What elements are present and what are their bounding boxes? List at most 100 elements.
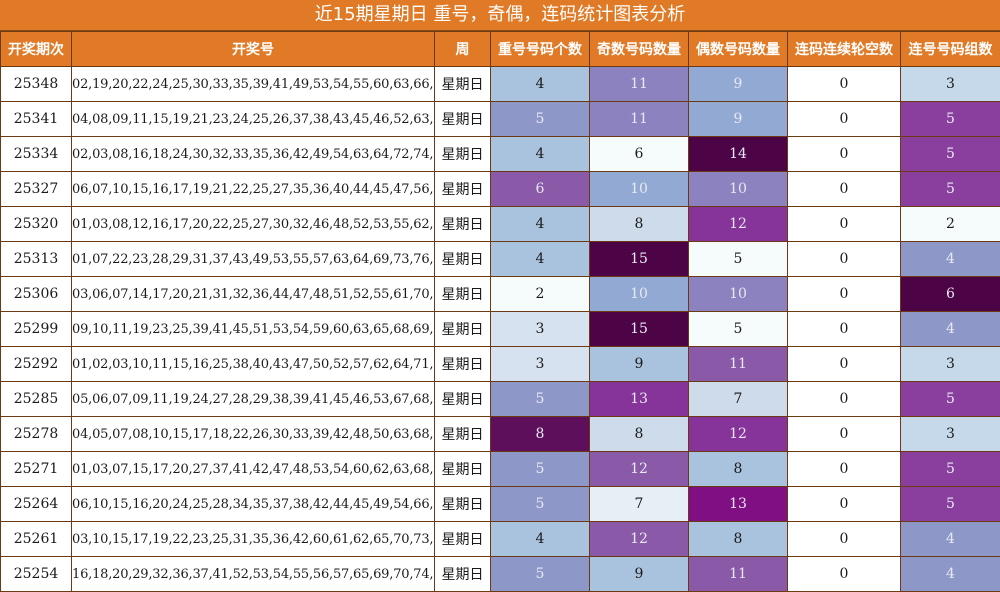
cell-weekday: 星期日 bbox=[435, 207, 491, 242]
cell-weekday: 星期日 bbox=[435, 522, 491, 557]
cell-repeat: 4 bbox=[491, 242, 590, 277]
cell-period: 25264 bbox=[1, 487, 72, 522]
cell-even: 8 bbox=[689, 452, 788, 487]
cell-consec-miss: 0 bbox=[788, 557, 901, 592]
cell-even: 12 bbox=[689, 417, 788, 452]
cell-repeat: 5 bbox=[491, 557, 590, 592]
cell-numbers: 06,10,15,16,20,24,25,28,34,35,37,38,42,4… bbox=[72, 487, 435, 522]
cell-consec-groups: 3 bbox=[901, 67, 1000, 102]
cell-consec-miss: 0 bbox=[788, 242, 901, 277]
cell-odd: 15 bbox=[590, 312, 689, 347]
cell-weekday: 星期日 bbox=[435, 347, 491, 382]
cell-consec-groups: 4 bbox=[901, 312, 1000, 347]
cell-repeat: 3 bbox=[491, 312, 590, 347]
cell-consec-miss: 0 bbox=[788, 522, 901, 557]
cell-repeat: 4 bbox=[491, 137, 590, 172]
cell-even: 10 bbox=[689, 277, 788, 312]
cell-consec-miss: 0 bbox=[788, 452, 901, 487]
cell-consec-groups: 2 bbox=[901, 207, 1000, 242]
cell-even: 5 bbox=[689, 312, 788, 347]
cell-period: 25254 bbox=[1, 557, 72, 592]
cell-numbers: 03,06,07,14,17,20,21,31,32,36,44,47,48,5… bbox=[72, 277, 435, 312]
page-title: 近15期星期日 重号，奇偶，连码统计图表分析 bbox=[0, 0, 1000, 31]
cell-odd: 12 bbox=[590, 522, 689, 557]
cell-period: 25278 bbox=[1, 417, 72, 452]
cell-period: 25341 bbox=[1, 102, 72, 137]
cell-period: 25292 bbox=[1, 347, 72, 382]
cell-weekday: 星期日 bbox=[435, 137, 491, 172]
cell-numbers: 04,08,09,11,15,19,21,23,24,25,26,37,38,4… bbox=[72, 102, 435, 137]
cell-even: 12 bbox=[689, 207, 788, 242]
cell-period: 25261 bbox=[1, 522, 72, 557]
cell-even: 11 bbox=[689, 557, 788, 592]
cell-odd: 11 bbox=[590, 102, 689, 137]
cell-repeat: 3 bbox=[491, 347, 590, 382]
cell-repeat: 4 bbox=[491, 207, 590, 242]
cell-consec-miss: 0 bbox=[788, 487, 901, 522]
cell-odd: 10 bbox=[590, 172, 689, 207]
cell-weekday: 星期日 bbox=[435, 487, 491, 522]
cell-consec-miss: 0 bbox=[788, 417, 901, 452]
cell-repeat: 5 bbox=[491, 382, 590, 417]
cell-odd: 7 bbox=[590, 487, 689, 522]
cell-repeat: 5 bbox=[491, 452, 590, 487]
cell-consec-groups: 5 bbox=[901, 452, 1000, 487]
cell-consec-groups: 5 bbox=[901, 487, 1000, 522]
cell-period: 25299 bbox=[1, 312, 72, 347]
cell-weekday: 星期日 bbox=[435, 67, 491, 102]
cell-numbers: 01,07,22,23,28,29,31,37,43,49,53,55,57,6… bbox=[72, 242, 435, 277]
cell-period: 25271 bbox=[1, 452, 72, 487]
cell-odd: 13 bbox=[590, 382, 689, 417]
cell-numbers: 06,07,10,15,16,17,19,21,22,25,27,35,36,4… bbox=[72, 172, 435, 207]
cell-weekday: 星期日 bbox=[435, 417, 491, 452]
cell-weekday: 星期日 bbox=[435, 277, 491, 312]
cell-repeat: 6 bbox=[491, 172, 590, 207]
cell-numbers: 01,03,08,12,16,17,20,22,25,27,30,32,46,4… bbox=[72, 207, 435, 242]
header-period: 开奖期次 bbox=[1, 32, 72, 67]
cell-consec-groups: 5 bbox=[901, 172, 1000, 207]
cell-consec-groups: 6 bbox=[901, 277, 1000, 312]
cell-consec-miss: 0 bbox=[788, 312, 901, 347]
cell-repeat: 4 bbox=[491, 67, 590, 102]
cell-consec-groups: 5 bbox=[901, 102, 1000, 137]
cell-consec-miss: 0 bbox=[788, 137, 901, 172]
cell-consec-groups: 3 bbox=[901, 347, 1000, 382]
cell-numbers: 01,03,07,15,17,20,27,37,41,42,47,48,53,5… bbox=[72, 452, 435, 487]
header-numbers: 开奖号 bbox=[72, 32, 435, 67]
cell-consec-groups: 5 bbox=[901, 382, 1000, 417]
cell-consec-groups: 4 bbox=[901, 557, 1000, 592]
cell-weekday: 星期日 bbox=[435, 102, 491, 137]
cell-even: 10 bbox=[689, 172, 788, 207]
cell-consec-miss: 0 bbox=[788, 207, 901, 242]
cell-numbers: 01,02,03,10,11,15,16,25,38,40,43,47,50,5… bbox=[72, 347, 435, 382]
cell-consec-groups: 4 bbox=[901, 242, 1000, 277]
header-consec-miss: 连码连续轮空数 bbox=[788, 32, 901, 67]
cell-odd: 6 bbox=[590, 137, 689, 172]
cell-consec-miss: 0 bbox=[788, 102, 901, 137]
cell-repeat: 2 bbox=[491, 277, 590, 312]
cell-odd: 10 bbox=[590, 277, 689, 312]
cell-numbers: 02,03,08,16,18,24,30,32,33,35,36,42,49,5… bbox=[72, 137, 435, 172]
header-row: 开奖期次 开奖号 周 重号号码个数 奇数号码数量 偶数号码数量 连码连续轮空数 … bbox=[1, 32, 1000, 67]
cell-period: 25334 bbox=[1, 137, 72, 172]
cell-period: 25327 bbox=[1, 172, 72, 207]
cell-even: 9 bbox=[689, 102, 788, 137]
cell-weekday: 星期日 bbox=[435, 172, 491, 207]
cell-numbers: 03,10,15,17,19,22,23,25,31,35,36,42,60,6… bbox=[72, 522, 435, 557]
cell-period: 25320 bbox=[1, 207, 72, 242]
cell-repeat: 8 bbox=[491, 417, 590, 452]
cell-consec-miss: 0 bbox=[788, 67, 901, 102]
cell-odd: 12 bbox=[590, 452, 689, 487]
header-repeat: 重号号码个数 bbox=[491, 32, 590, 67]
